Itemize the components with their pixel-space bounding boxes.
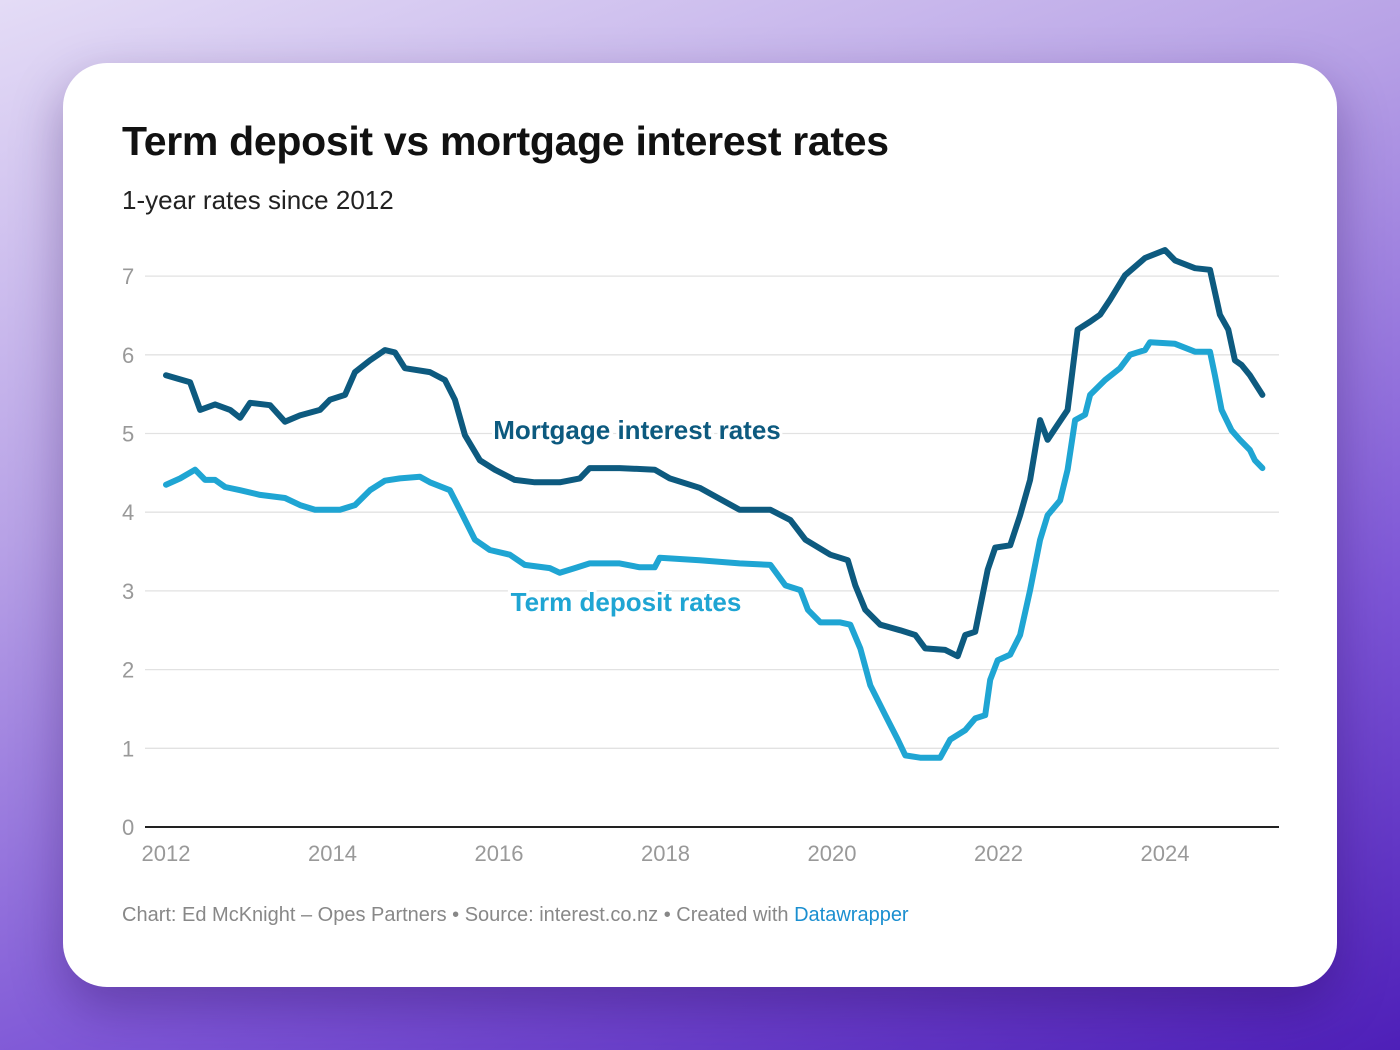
x-tick-label: 2014 [308, 841, 357, 866]
x-tick-label: 2016 [475, 841, 524, 866]
x-tick-label: 2024 [1141, 841, 1190, 866]
y-tick-label: 5 [122, 422, 134, 447]
series-line-mortgage [163, 247, 1266, 660]
chart-title: Term deposit vs mortgage interest rates [122, 118, 889, 164]
chart-subtitle: 1-year rates since 2012 [122, 185, 394, 215]
chart-card [63, 63, 1337, 987]
y-tick-label: 2 [122, 658, 134, 683]
label-term-deposit: Term deposit rates [511, 587, 742, 617]
y-tick-label: 7 [122, 264, 134, 289]
y-tick-label: 0 [122, 815, 134, 840]
y-tick-label: 1 [122, 736, 134, 761]
x-tick-label: 2012 [142, 841, 191, 866]
footer-credit: Chart: Ed McKnight – Opes Partners • Sou… [122, 904, 795, 926]
y-tick-label: 4 [122, 500, 134, 525]
y-tick-label: 3 [122, 579, 134, 604]
x-tick-label: 2022 [974, 841, 1023, 866]
datawrapper-link[interactable]: Datawrapper [794, 904, 909, 926]
y-tick-label: 6 [122, 343, 134, 368]
series-line-term-deposit [163, 339, 1266, 761]
chart-footer: Chart: Ed McKnight – Opes Partners • Sou… [122, 904, 909, 927]
label-mortgage: Mortgage interest rates [493, 415, 781, 445]
x-tick-label: 2018 [641, 841, 690, 866]
x-tick-label: 2020 [808, 841, 857, 866]
